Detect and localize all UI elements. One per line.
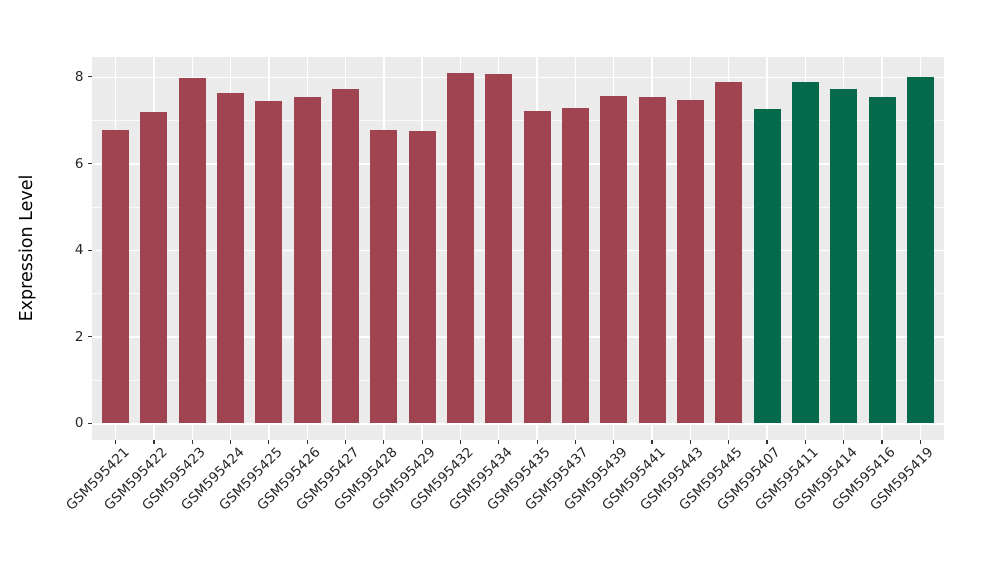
y-tick-mark-6 — [87, 162, 92, 165]
x-tick-mark-GSM595427 — [344, 440, 347, 444]
x-tick-mark-GSM595421 — [115, 440, 117, 444]
x-tick-mark-GSM595425 — [268, 440, 270, 444]
x-tick-mark-GSM595432 — [459, 440, 462, 444]
bar-GSM595437 — [561, 108, 589, 424]
y-axis-title: Expression Level — [17, 174, 37, 322]
gridline-major-y4 — [92, 249, 944, 252]
bar-GSM595424 — [217, 93, 245, 424]
bar-GSM595441 — [638, 97, 666, 424]
x-tick-mark-GSM595441 — [651, 440, 653, 444]
bar-GSM595427 — [332, 89, 360, 424]
x-tick-mark-GSM595429 — [421, 440, 423, 444]
gridline-major-y0 — [92, 423, 944, 425]
bar-GSM595445 — [715, 81, 743, 424]
x-tick-mark-GSM595416 — [881, 440, 883, 444]
x-tick-mark-GSM595426 — [306, 440, 308, 444]
x-tick-mark-GSM595434 — [498, 440, 500, 444]
x-tick-mark-GSM595437 — [574, 440, 577, 444]
bar-GSM595421 — [102, 129, 130, 424]
bar-GSM595423 — [178, 77, 206, 424]
bar-GSM595432 — [446, 73, 474, 424]
x-tick-mark-GSM595419 — [919, 440, 921, 444]
bar-GSM595414 — [830, 89, 858, 424]
bar-GSM595428 — [370, 129, 398, 424]
bar-GSM595429 — [408, 131, 436, 424]
gridline-minor-y3 — [92, 293, 944, 295]
y-tick-label-0: 0 — [74, 415, 84, 432]
gridline-minor-y5 — [92, 206, 944, 208]
x-tick-mark-GSM595422 — [153, 440, 155, 444]
bar-GSM595443 — [676, 99, 704, 424]
bar-GSM595416 — [868, 97, 896, 424]
y-tick-mark-8 — [87, 76, 92, 78]
y-tick-label-6: 6 — [74, 155, 84, 172]
y-tick-mark-0 — [87, 422, 92, 424]
bar-GSM595439 — [600, 95, 628, 424]
bar-GSM595426 — [293, 96, 321, 424]
x-tick-mark-GSM595424 — [229, 440, 232, 444]
x-tick-mark-GSM595428 — [383, 440, 385, 444]
bar-GSM595422 — [140, 112, 168, 424]
gridline-minor-y1 — [92, 380, 944, 381]
bar-GSM595407 — [753, 108, 781, 424]
x-tick-mark-GSM595435 — [536, 440, 538, 444]
bar-GSM595411 — [791, 81, 819, 424]
bar-GSM595419 — [906, 77, 934, 424]
x-tick-mark-GSM595407 — [766, 440, 768, 444]
gridline-major-y6 — [92, 163, 944, 165]
y-tick-mark-2 — [87, 336, 92, 338]
y-tick-mark-4 — [87, 249, 92, 251]
y-tick-label-4: 4 — [74, 242, 84, 259]
x-tick-mark-GSM595414 — [843, 440, 845, 444]
gridline-major-y2 — [92, 336, 944, 338]
y-tick-label-2: 2 — [74, 328, 84, 345]
gridline-minor-y7 — [92, 120, 944, 122]
bar-GSM595434 — [485, 74, 513, 424]
plot-panel — [92, 56, 944, 440]
gridline-major-y8 — [92, 76, 944, 79]
bar-GSM595435 — [523, 110, 551, 424]
y-tick-label-8: 8 — [74, 68, 84, 85]
bar-GSM595425 — [255, 100, 283, 424]
x-tick-mark-GSM595439 — [613, 440, 615, 444]
x-tick-mark-GSM595411 — [804, 440, 806, 444]
x-tick-mark-GSM595445 — [728, 440, 730, 444]
x-tick-mark-GSM595443 — [689, 440, 691, 444]
x-tick-mark-GSM595423 — [191, 440, 193, 444]
